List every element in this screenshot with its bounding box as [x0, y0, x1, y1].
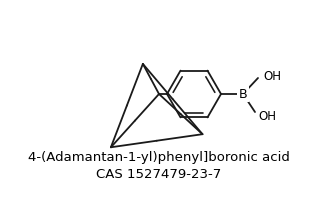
- Text: OH: OH: [258, 109, 276, 122]
- Text: OH: OH: [263, 69, 281, 82]
- Text: 4-(Adamantan-1-yl)phenyl]boronic acid: 4-(Adamantan-1-yl)phenyl]boronic acid: [28, 152, 290, 164]
- Text: B: B: [239, 87, 247, 101]
- Text: CAS 1527479-23-7: CAS 1527479-23-7: [96, 167, 222, 181]
